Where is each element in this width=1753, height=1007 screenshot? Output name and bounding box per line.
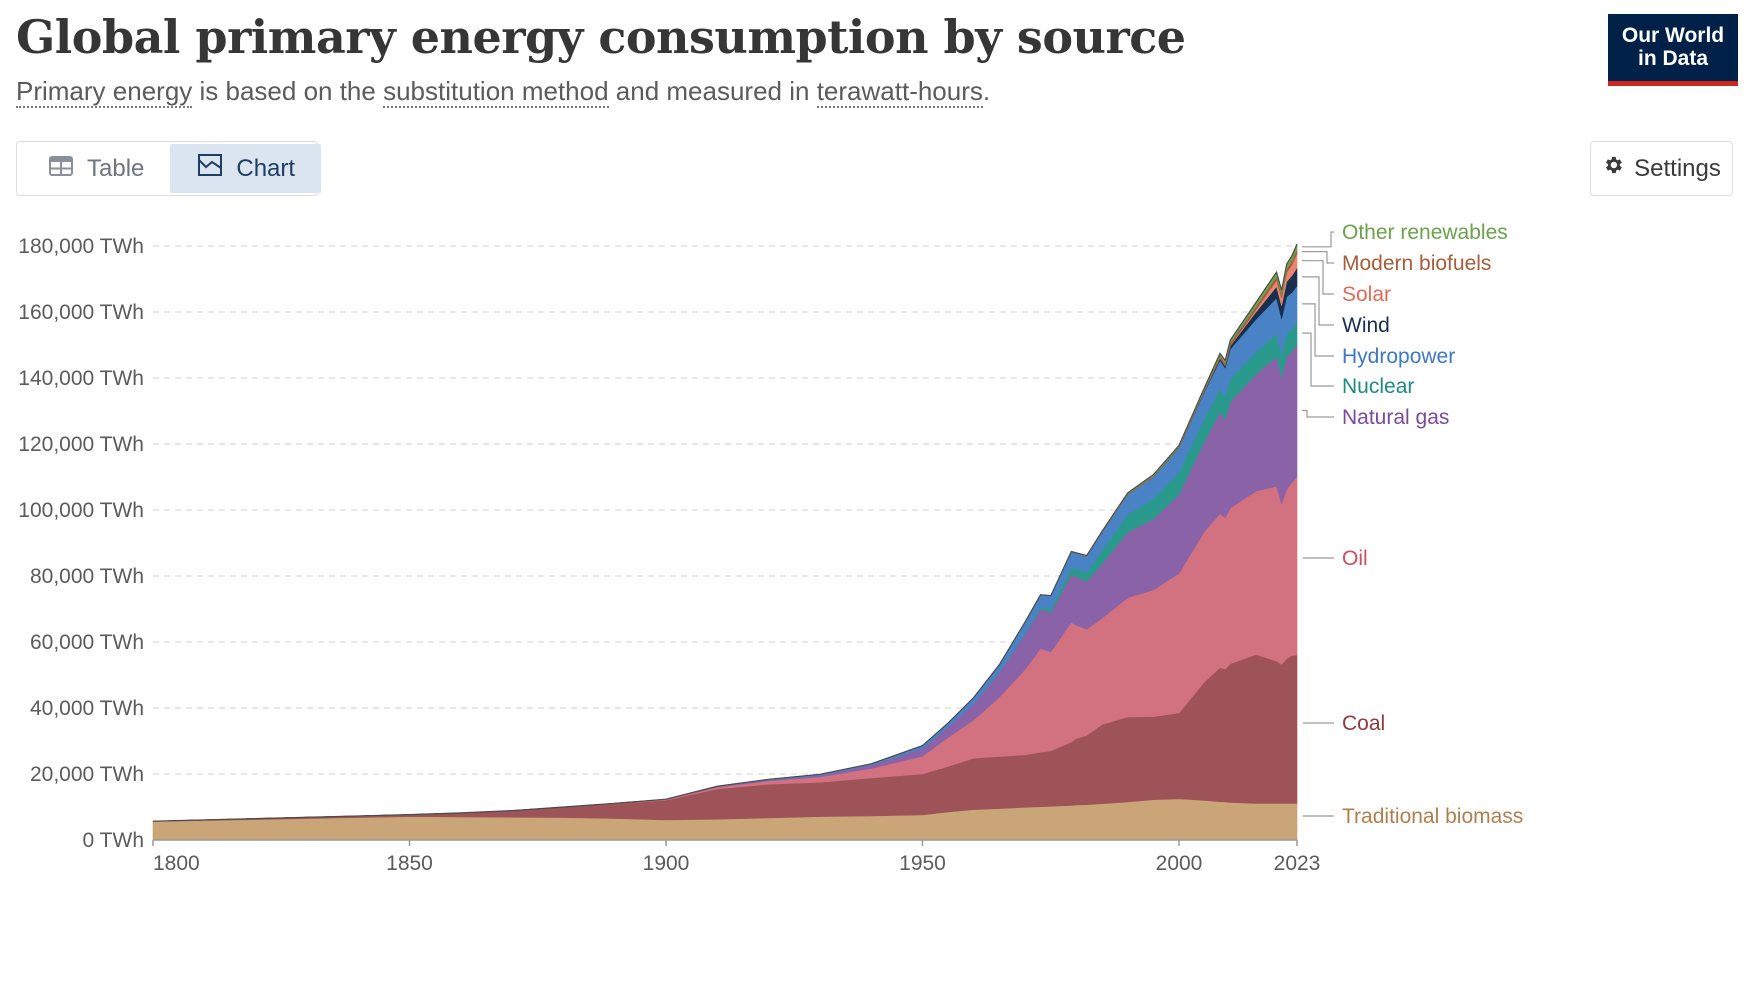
logo-line-2: in Data (1637, 47, 1708, 70)
x-tick-label: 1850 (386, 852, 433, 875)
table-icon (49, 155, 73, 183)
x-tick-label: 1900 (643, 852, 690, 875)
y-tick-label: 100,000 TWh (18, 499, 144, 522)
subtitle-text-3: . (982, 76, 991, 106)
legend-label-modern-biofuels: Modern biofuels (1342, 252, 1491, 275)
y-tick-label: 0 TWh (83, 829, 144, 852)
substitution-method-link[interactable]: substitution method (383, 76, 609, 108)
legend-label-solar: Solar (1342, 283, 1391, 306)
legend-connector (1302, 231, 1334, 248)
chart-icon (198, 154, 223, 183)
y-tick-label: 80,000 TWh (30, 565, 144, 588)
tab-table[interactable]: Table (19, 144, 170, 193)
subtitle-text-2: and measured in (608, 76, 817, 106)
legend-label-coal: Coal (1342, 712, 1385, 735)
chart-subtitle: Primary energy is based on the substitut… (16, 76, 991, 108)
legend-label-other-renewables: Other renewables (1342, 221, 1508, 244)
owid-logo[interactable]: Our World in Data (1608, 14, 1738, 86)
primary-energy-link[interactable]: Primary energy (16, 76, 193, 108)
legend-connector (1302, 303, 1334, 357)
tab-chart[interactable]: Chart (170, 144, 322, 193)
chart-title: Global primary energy consumption by sou… (16, 10, 1186, 64)
tab-table-label: Table (87, 154, 145, 182)
y-tick-label: 120,000 TWh (18, 433, 144, 456)
gear-icon (1602, 154, 1624, 183)
legend-connector (1302, 260, 1334, 295)
y-tick-label: 180,000 TWh (18, 235, 144, 258)
legend-connector (1302, 409, 1334, 418)
terawatt-hours-link[interactable]: terawatt-hours (816, 76, 983, 108)
legend-label-natural-gas: Natural gas (1342, 406, 1449, 429)
y-tick-label: 20,000 TWh (30, 763, 144, 786)
y-tick-label: 40,000 TWh (30, 697, 144, 720)
y-tick-label: 140,000 TWh (18, 367, 144, 390)
legend-label-hydropower: Hydropower (1342, 345, 1455, 368)
settings-button[interactable]: Settings (1590, 141, 1733, 196)
x-tick-label: 2000 (1156, 852, 1203, 875)
y-tick-label: 160,000 TWh (18, 301, 144, 324)
legend-label-traditional-biomass: Traditional biomass (1342, 805, 1523, 828)
subtitle-text-1: is based on the (192, 76, 384, 106)
logo-line-1: Our World (1621, 24, 1725, 47)
tab-chart-label: Chart (236, 154, 296, 182)
legend-label-nuclear: Nuclear (1342, 375, 1414, 398)
legend-label-oil: Oil (1342, 547, 1368, 570)
legend-label-wind: Wind (1342, 314, 1390, 337)
total-outline (152, 243, 1298, 822)
legend-connector (1302, 276, 1334, 326)
logo-accent-bar (1608, 81, 1738, 86)
x-tick-label: 1800 (153, 852, 200, 875)
view-tabs: Table Chart (16, 141, 322, 196)
x-tick-label: 1950 (899, 852, 946, 875)
legend-connector (1302, 332, 1334, 387)
legend-connector (1302, 251, 1334, 264)
settings-label: Settings (1634, 154, 1721, 182)
y-tick-label: 60,000 TWh (30, 631, 144, 654)
x-tick-label: 2023 (1274, 852, 1321, 875)
